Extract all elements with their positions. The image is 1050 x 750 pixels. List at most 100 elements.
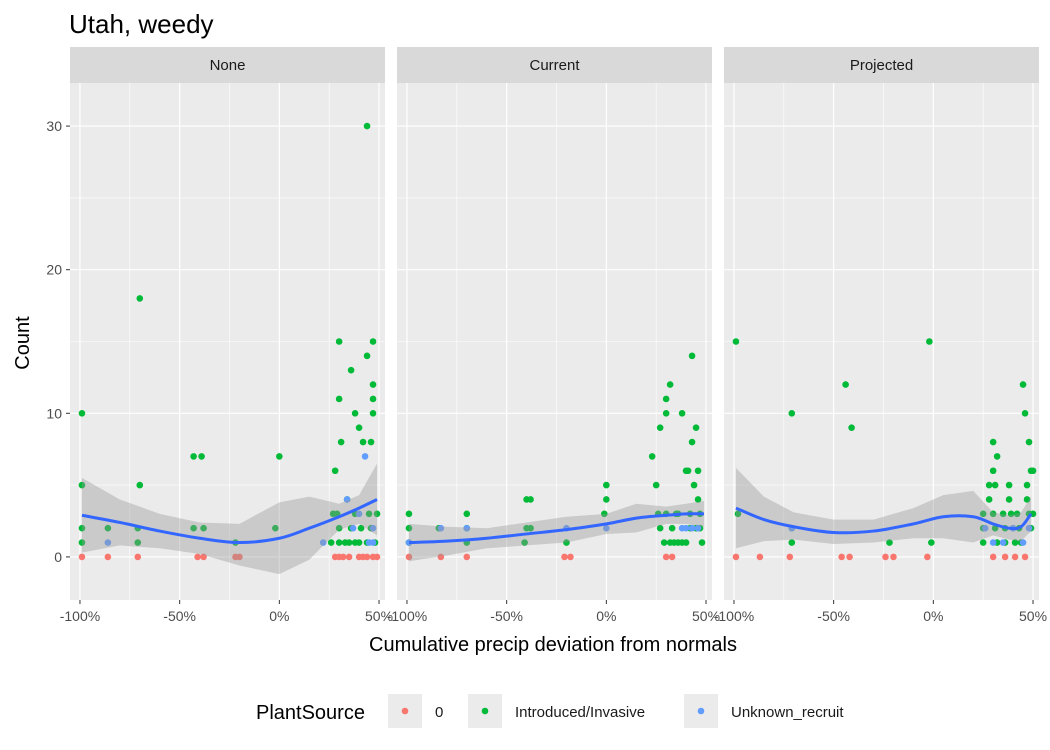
facet-strip — [397, 47, 712, 83]
data-point — [521, 539, 528, 546]
legend-label: 0 — [435, 704, 443, 721]
data-point — [656, 524, 664, 532]
smooth-line — [735, 506, 1033, 535]
data-point — [361, 453, 369, 460]
data-point — [134, 539, 142, 546]
data-point — [276, 453, 283, 460]
data-point — [656, 424, 664, 431]
chart-title: Utah, weedy — [69, 9, 214, 39]
data-point — [660, 539, 668, 546]
data-point — [842, 381, 849, 388]
facet-strip-label: Projected — [850, 57, 913, 74]
data-point — [104, 539, 112, 546]
data-point — [985, 496, 993, 503]
data-point — [648, 453, 656, 460]
data-point — [1011, 553, 1019, 561]
data-point — [134, 553, 142, 561]
data-point — [734, 510, 742, 518]
data-point — [981, 524, 989, 532]
data-point — [405, 553, 413, 561]
y-axis-title: Count — [12, 316, 34, 370]
data-point — [335, 395, 343, 403]
data-point — [437, 553, 445, 561]
data-point — [349, 524, 357, 532]
data-point — [993, 453, 1001, 460]
data-point — [662, 553, 670, 561]
data-point — [319, 539, 327, 546]
data-point — [373, 553, 381, 561]
data-point — [601, 510, 608, 518]
legend-label: Unknown_recruit — [731, 704, 844, 721]
y-tick-label: 0 — [54, 549, 62, 565]
data-point — [1005, 481, 1013, 489]
data-point — [136, 295, 144, 302]
y-tick-label: 10 — [46, 405, 62, 421]
data-point — [1021, 410, 1029, 417]
data-point — [1019, 381, 1027, 388]
data-point — [694, 496, 702, 503]
x-tick-label: -100% — [714, 608, 754, 624]
data-point — [78, 539, 86, 546]
x-tick-label: -100% — [387, 608, 427, 624]
data-point — [666, 539, 674, 546]
y-tick-label: 30 — [46, 118, 62, 134]
data-point — [603, 524, 610, 532]
data-point — [527, 524, 534, 532]
data-point — [527, 496, 534, 503]
data-point — [999, 539, 1007, 546]
x-tick-label: -50% — [490, 608, 523, 624]
data-point — [347, 366, 355, 374]
data-point — [369, 524, 377, 532]
data-point — [890, 553, 897, 561]
data-point — [692, 424, 700, 431]
data-point — [1025, 524, 1033, 532]
data-point — [561, 553, 568, 561]
x-tick-label: 0% — [923, 608, 943, 624]
legend-swatch — [697, 707, 705, 715]
data-point — [1005, 496, 1013, 503]
data-point — [989, 539, 997, 546]
data-point — [1023, 481, 1031, 489]
data-point — [682, 524, 690, 532]
data-point — [926, 338, 933, 345]
legend-swatch — [481, 707, 489, 715]
data-point — [928, 539, 935, 546]
data-point — [359, 438, 367, 446]
data-point — [463, 524, 471, 532]
data-point — [369, 539, 377, 546]
data-point — [190, 524, 197, 532]
data-point — [198, 453, 205, 460]
data-point — [989, 438, 997, 446]
data-point — [882, 553, 889, 561]
data-point — [355, 424, 363, 431]
data-point — [136, 481, 144, 489]
data-point — [989, 510, 997, 518]
data-point — [341, 539, 349, 546]
x-tick-label: 0% — [269, 608, 289, 624]
data-point — [1013, 510, 1021, 518]
data-point — [367, 438, 375, 446]
data-point — [688, 524, 696, 532]
facet-strip-label: None — [210, 57, 246, 74]
facet-strip — [70, 47, 385, 83]
x-tick-label: 0% — [596, 608, 616, 624]
data-point — [688, 352, 696, 360]
data-point — [1007, 510, 1015, 518]
data-point — [331, 467, 339, 475]
data-point — [991, 481, 999, 489]
data-point — [788, 410, 796, 417]
x-tick-label: -100% — [60, 608, 100, 624]
data-point — [690, 481, 698, 489]
data-point — [999, 510, 1007, 518]
data-point — [694, 524, 702, 532]
data-point — [1025, 438, 1033, 446]
data-point — [985, 481, 993, 489]
x-tick-label: -50% — [163, 608, 196, 624]
data-point — [369, 338, 377, 345]
data-point — [363, 352, 371, 360]
data-point — [1011, 539, 1019, 546]
x-tick-label: 50% — [692, 608, 720, 624]
confidence-band — [81, 463, 378, 575]
data-point — [104, 524, 112, 532]
data-point — [405, 524, 413, 532]
